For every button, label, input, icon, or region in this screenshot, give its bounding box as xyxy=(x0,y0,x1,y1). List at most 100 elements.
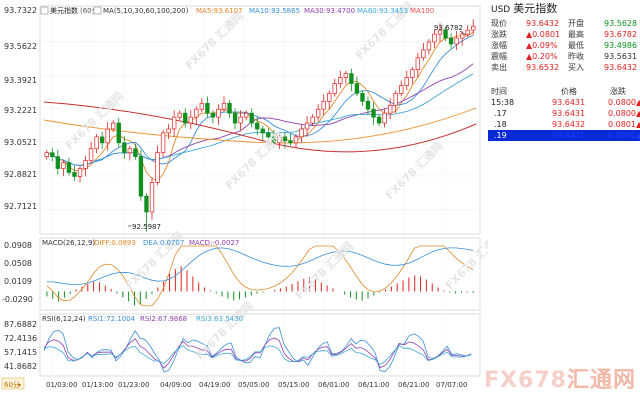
quote-value: 93.6432 xyxy=(526,19,560,28)
tick-time: .17 xyxy=(494,109,507,118)
ticks-header: 时间 价格 涨跌 xyxy=(488,86,640,97)
candle-body xyxy=(459,33,465,39)
candle-body xyxy=(421,49,426,59)
candle-body xyxy=(238,116,243,124)
ma30-value: MA30:93.4700 xyxy=(304,7,355,15)
ma-toggle-icon[interactable] xyxy=(93,6,102,15)
ma200-line xyxy=(43,101,477,153)
candle-body xyxy=(116,122,121,144)
quote-label: 最低 xyxy=(568,41,584,50)
quote-label: 买入 xyxy=(568,63,584,72)
candle-body xyxy=(387,104,393,114)
candle-body xyxy=(105,128,110,144)
rsi2-value: RSI2:67.9868 xyxy=(140,315,187,323)
rsi3-value: RSI3:63.5430 xyxy=(196,315,243,323)
candle-body xyxy=(443,29,448,39)
rsi-label: RSI(6,12,24) xyxy=(42,315,86,323)
tick-time: 15:38 xyxy=(491,98,515,107)
price-tick: 93.5622 xyxy=(4,42,37,51)
macd-tick: 0.0908 xyxy=(4,241,32,250)
tick-row-selected[interactable]: .19 93.6431 0.0800▲ xyxy=(488,130,640,141)
time-tick: 05/15:00 xyxy=(278,381,309,389)
macd-tick: 0.0508 xyxy=(4,259,32,268)
candle-body xyxy=(66,162,72,173)
candle-body xyxy=(315,108,321,118)
tick-change: 0.0800▲ xyxy=(608,98,640,107)
candle-body xyxy=(50,152,55,157)
chevron-down-icon[interactable]: ▾ xyxy=(18,382,21,389)
price-tick: 93.2221 xyxy=(4,106,37,115)
quote-value: ▲0.0801 xyxy=(526,30,561,39)
candle-body xyxy=(243,112,249,118)
candle-body xyxy=(271,136,277,144)
price-tick: 92.7121 xyxy=(4,202,37,211)
time-tick: 06/21:00 xyxy=(398,381,429,389)
legend-toggle-icon[interactable] xyxy=(40,6,49,15)
candle-body xyxy=(171,116,177,130)
rsi1-line xyxy=(43,327,472,373)
watermark-brand: FX678 xyxy=(484,368,567,393)
candle-body xyxy=(232,112,238,124)
tick-price: 93.6432 xyxy=(552,120,586,129)
candle-body xyxy=(210,112,216,118)
time-tick: 06/11:00 xyxy=(358,381,389,389)
tick-price: 93.6431 xyxy=(552,131,586,140)
quote-label: 最高 xyxy=(568,30,584,39)
candle-body xyxy=(44,152,49,157)
candle-body xyxy=(437,29,443,35)
candle-body xyxy=(343,73,349,78)
quote-label: 卖出 xyxy=(491,63,507,72)
candle-body xyxy=(399,85,404,94)
candle-body xyxy=(415,57,421,71)
candle-body xyxy=(227,102,232,114)
quote-value: 93.4986 xyxy=(604,41,638,50)
candle-body xyxy=(133,148,138,157)
price-panel xyxy=(39,5,481,235)
price-tick: 93.0521 xyxy=(4,138,37,147)
candle-body xyxy=(376,116,382,124)
ma60-value: MA60:93.3453 xyxy=(357,7,408,15)
ma5-value: MA5:93.6107 xyxy=(196,7,243,15)
period-button[interactable] xyxy=(1,377,25,390)
quote-label: 现价 xyxy=(491,19,507,28)
candle-body xyxy=(304,122,310,130)
candle-body xyxy=(194,108,199,118)
candle-body xyxy=(288,140,293,144)
macd-tick: -0.0290 xyxy=(2,295,33,304)
candle-body xyxy=(282,136,288,142)
rsi3-line xyxy=(43,345,472,366)
candle-body xyxy=(122,142,127,154)
candle-body xyxy=(360,93,365,102)
tick-row[interactable]: 15:38 93.6431 0.0800▲ xyxy=(488,97,640,108)
tick-row[interactable]: .17 93.6431 0.0800▲ xyxy=(488,108,640,119)
period-button-label[interactable]: 60分 xyxy=(4,380,20,389)
quote-panel: USD 美元指数 现价 93.6432 开盘 93.5628 涨跌 ▲0.0801… xyxy=(488,0,640,400)
candle-body xyxy=(393,93,398,106)
candle-body xyxy=(205,102,210,114)
ma60-line xyxy=(46,73,474,166)
candle-body xyxy=(155,152,160,183)
candle-body xyxy=(61,162,66,169)
candle-body xyxy=(260,128,265,134)
candlestick-series xyxy=(44,19,476,232)
candle-body xyxy=(321,100,326,110)
candle-body xyxy=(277,136,282,144)
price-tick: 92.8821 xyxy=(4,170,37,179)
price-tick: 93.3921 xyxy=(4,76,37,85)
macd-diff: DIFF:0.0893 xyxy=(94,239,136,247)
tick-row[interactable]: .18 93.6432 0.0801▲ xyxy=(488,119,640,130)
tick-time: .19 xyxy=(494,131,507,140)
ma-label: MA(5,10,30,60,100,200) xyxy=(103,7,189,15)
candle-body xyxy=(111,122,116,130)
ma100-value: MA100 xyxy=(410,7,434,15)
candle-body xyxy=(299,128,304,138)
time-tick: 04/19:00 xyxy=(199,381,230,389)
candle-body xyxy=(471,25,476,31)
macd-diff-line xyxy=(46,245,474,307)
candle-body xyxy=(365,100,371,110)
candle-body xyxy=(255,122,260,130)
candle-body xyxy=(332,83,337,94)
quote-value: 93.6532 xyxy=(526,63,560,72)
candle-body xyxy=(149,181,155,213)
